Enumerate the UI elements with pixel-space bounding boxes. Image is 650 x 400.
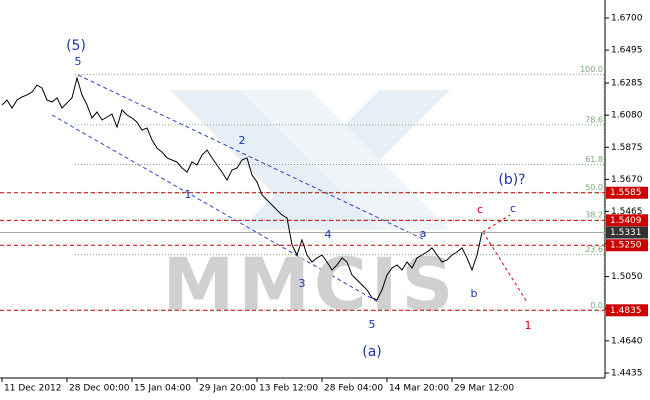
fib-label: 61.8 (585, 155, 603, 164)
level-box (606, 239, 648, 252)
wave-label: 2 (239, 134, 246, 147)
y-tick-label: 1.5875 (611, 143, 643, 153)
wave-label: 1 (185, 188, 192, 201)
current-label: 1.5331 (610, 228, 642, 238)
level-box (606, 304, 648, 317)
wave-label: b (471, 287, 478, 300)
x-tick-label: 29 Jan 20:00 (199, 384, 256, 394)
fib-label: 38.2 (585, 211, 603, 220)
wave-label: 5 (369, 318, 376, 331)
price-line (1, 76, 483, 301)
fib-label: 0.0 (590, 301, 603, 310)
y-tick-label: 1.6700 (611, 13, 643, 23)
x-tick-label: 11 Dec 2012 (4, 384, 62, 394)
y-tick-label: 1.6495 (611, 46, 643, 56)
y-tick-label: 1.5050 (611, 272, 643, 282)
wave-label: a (420, 227, 427, 240)
wave-label: (a) (362, 344, 382, 360)
level-label: 1.5250 (610, 241, 642, 251)
level-label: 1.5409 (610, 216, 642, 226)
x-tick-label: 13 Feb 12:00 (259, 384, 318, 394)
wave-label: 1 (525, 319, 532, 332)
level-label: 1.5585 (610, 188, 642, 198)
wave-label: (5) (66, 38, 86, 54)
x-tick-label: 15 Jan 04:00 (134, 384, 191, 394)
y-tick-label: 1.5670 (611, 175, 643, 185)
channel-line (77, 74, 426, 241)
y-tick-label: 1.4435 (611, 368, 643, 378)
x-tick-label: 28 Feb 04:00 (324, 384, 383, 394)
current-box (606, 226, 648, 239)
fib-label: 100.0 (580, 65, 603, 74)
x-tick-label: 14 Mar 20:00 (389, 384, 449, 394)
x-tick-label: 29 Mar 12:00 (454, 384, 514, 394)
wave-label: 3 (299, 277, 306, 290)
wave-label: (b)? (498, 172, 525, 188)
wave-label: 5 (75, 55, 82, 68)
projection-line (482, 231, 528, 303)
projection-line (482, 214, 511, 233)
y-tick-label: 1.6285 (611, 79, 643, 89)
fib-label: 23.6 (585, 245, 603, 254)
wave-label: c (477, 203, 483, 216)
y-tick-label: 1.4640 (611, 336, 643, 346)
fib-label: 78.6 (585, 115, 603, 124)
y-tick-label: 1.6080 (611, 111, 643, 121)
y-tick-label: 1.5465 (611, 207, 643, 217)
wave-label: c (510, 202, 516, 215)
level-box (606, 186, 648, 199)
fib-label: 50.0 (585, 183, 603, 192)
level-box (606, 214, 648, 227)
wave-label: 4 (325, 228, 332, 241)
level-label: 1.4835 (610, 306, 642, 316)
x-tick-label: 28 Dec 00:00 (69, 384, 130, 394)
